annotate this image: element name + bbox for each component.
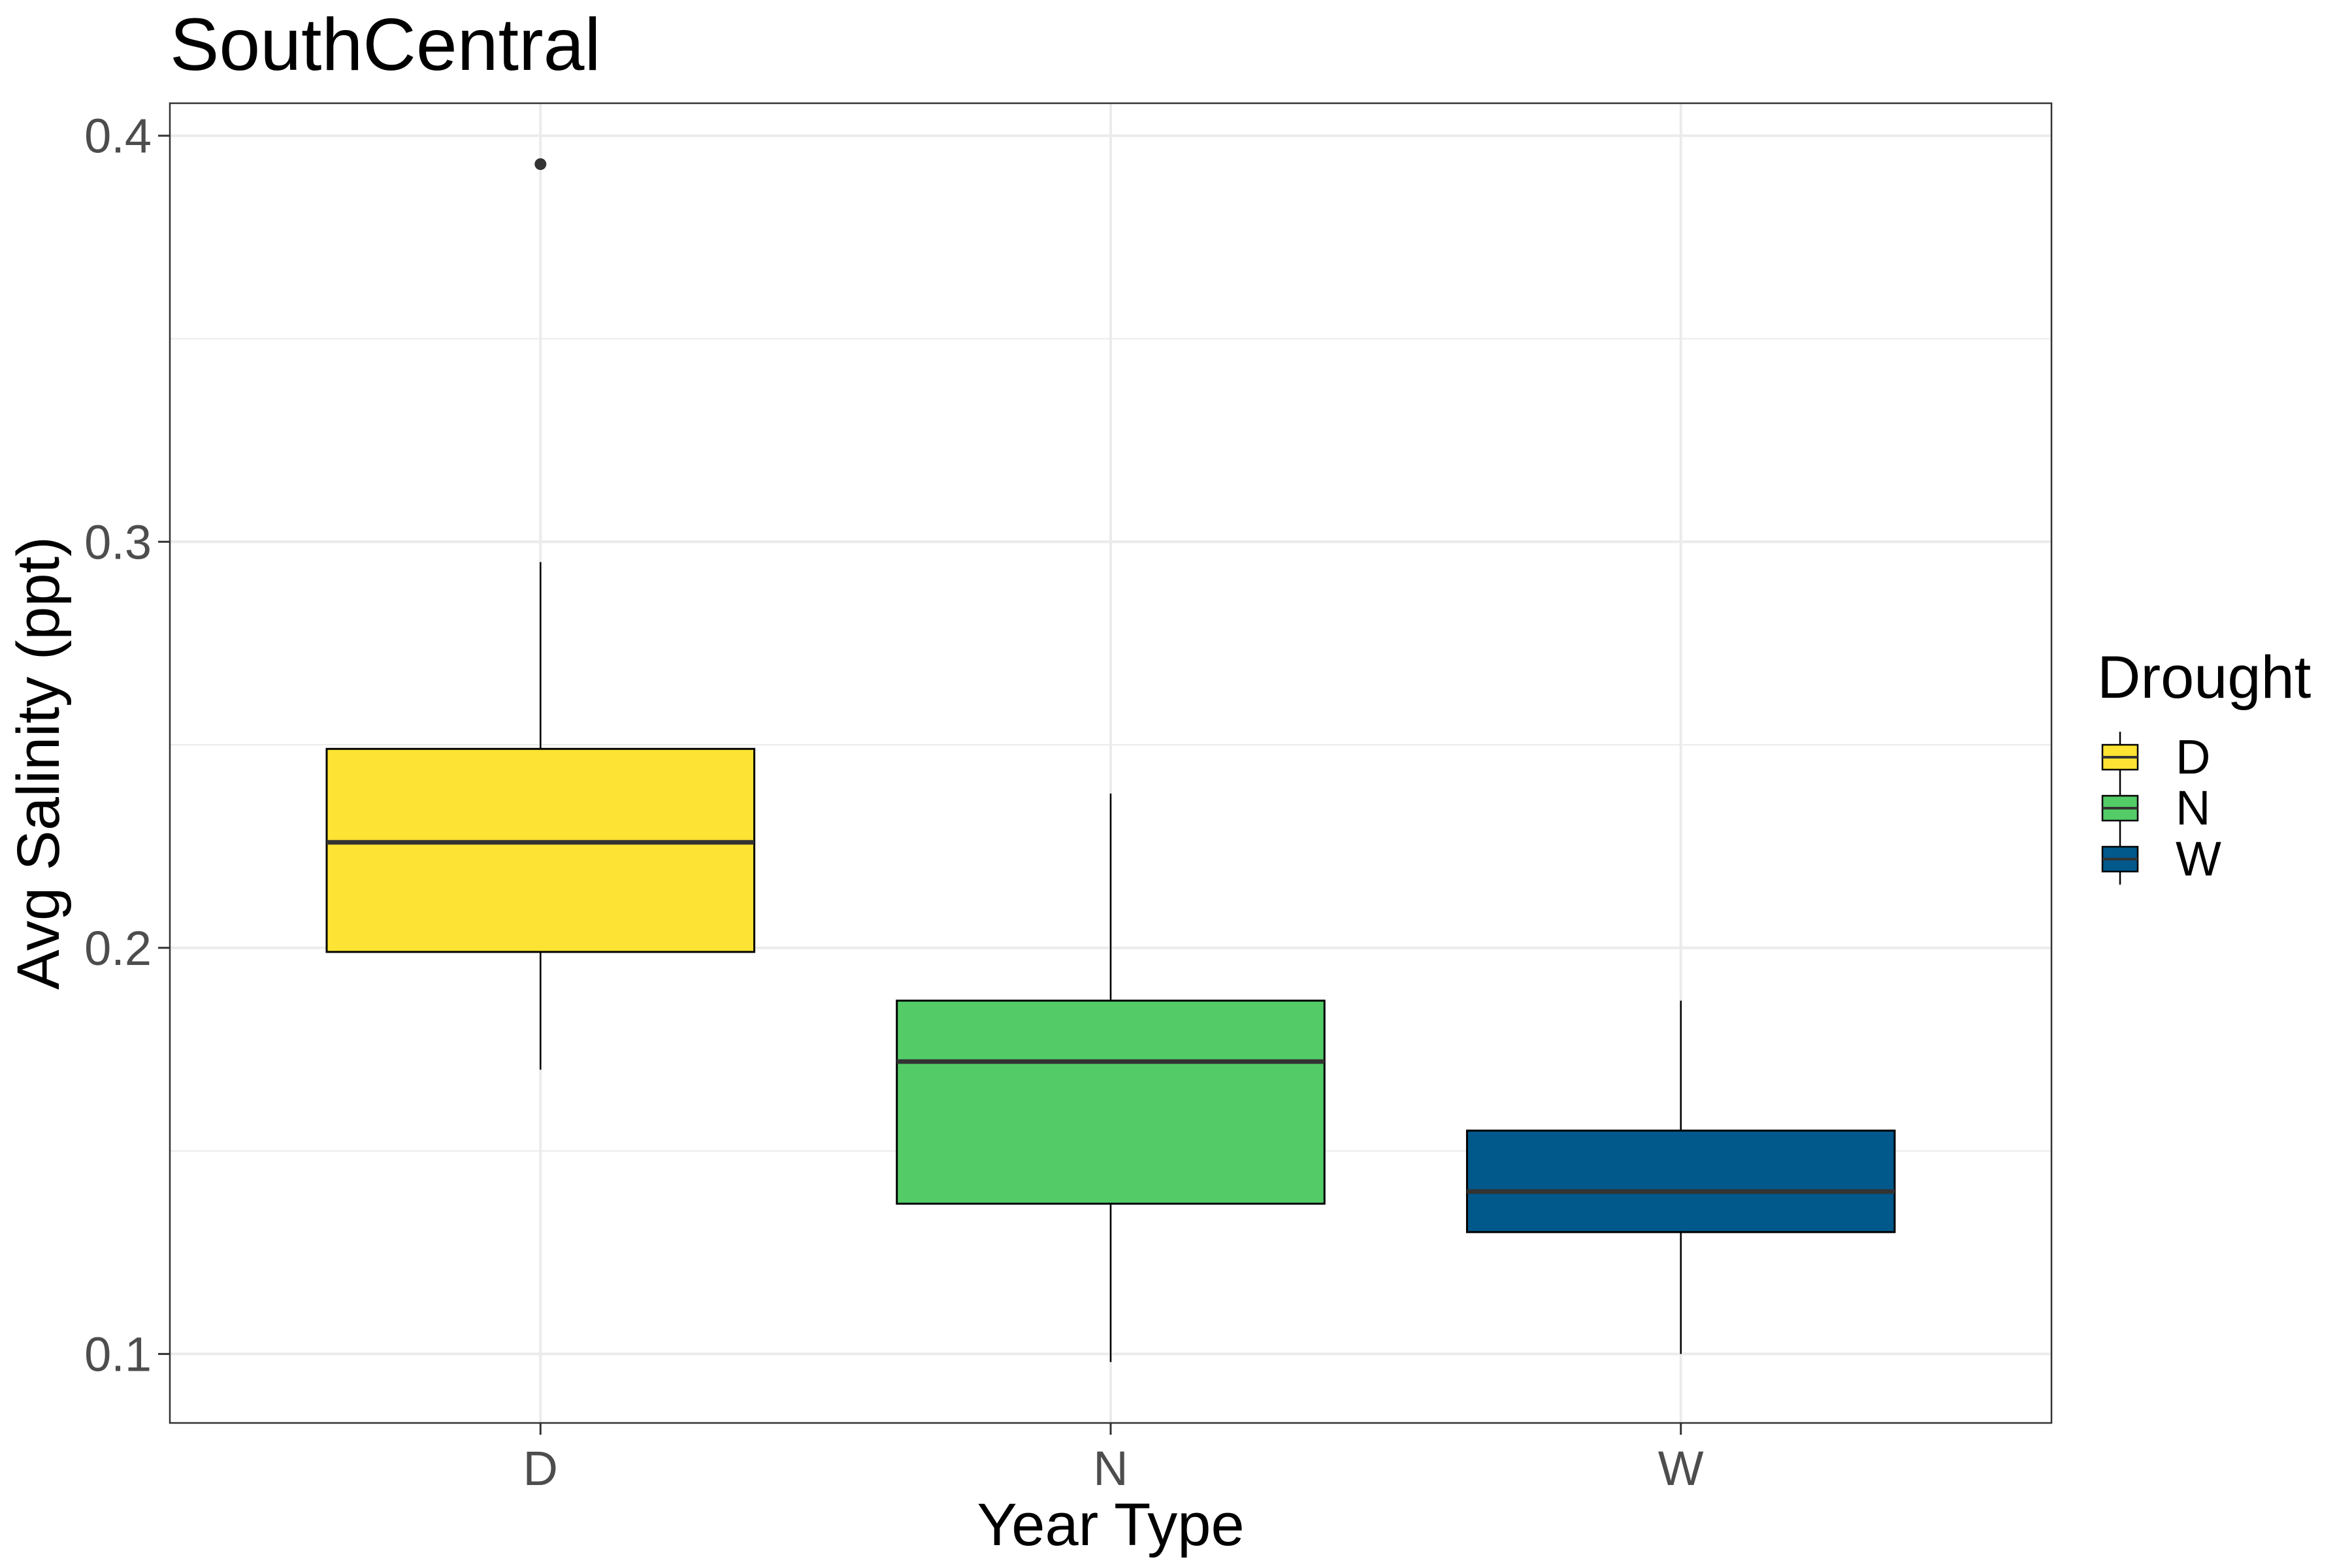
x-axis-title: Year Type bbox=[977, 1492, 1244, 1558]
legend-label: D bbox=[2176, 730, 2210, 784]
legend-label: W bbox=[2176, 832, 2221, 886]
box-D bbox=[325, 747, 756, 953]
box-W bbox=[1465, 1129, 1896, 1233]
boxes bbox=[325, 158, 1896, 1362]
y-tick-label: 0.2 bbox=[84, 921, 152, 975]
x-tick-label: W bbox=[1658, 1441, 1704, 1495]
x-tick-label: D bbox=[523, 1441, 558, 1495]
y-tick-label: 0.3 bbox=[84, 515, 152, 569]
y-axis-title: Avg Salinity (ppt) bbox=[5, 536, 72, 990]
y-tick-label: 0.4 bbox=[84, 109, 152, 163]
legend-label: N bbox=[2176, 781, 2210, 835]
legend: DNW bbox=[2101, 730, 2221, 886]
legend-title: Drought bbox=[2097, 644, 2311, 711]
box-N bbox=[896, 1000, 1326, 1205]
y-tick-label: 0.1 bbox=[84, 1327, 152, 1381]
box-outlier-point bbox=[534, 158, 547, 171]
x-tick-label: N bbox=[1093, 1441, 1128, 1495]
y-axis: 0.1 0.2 0.3 0.4 bbox=[84, 109, 170, 1381]
chart-title: SouthCentral bbox=[170, 3, 601, 86]
